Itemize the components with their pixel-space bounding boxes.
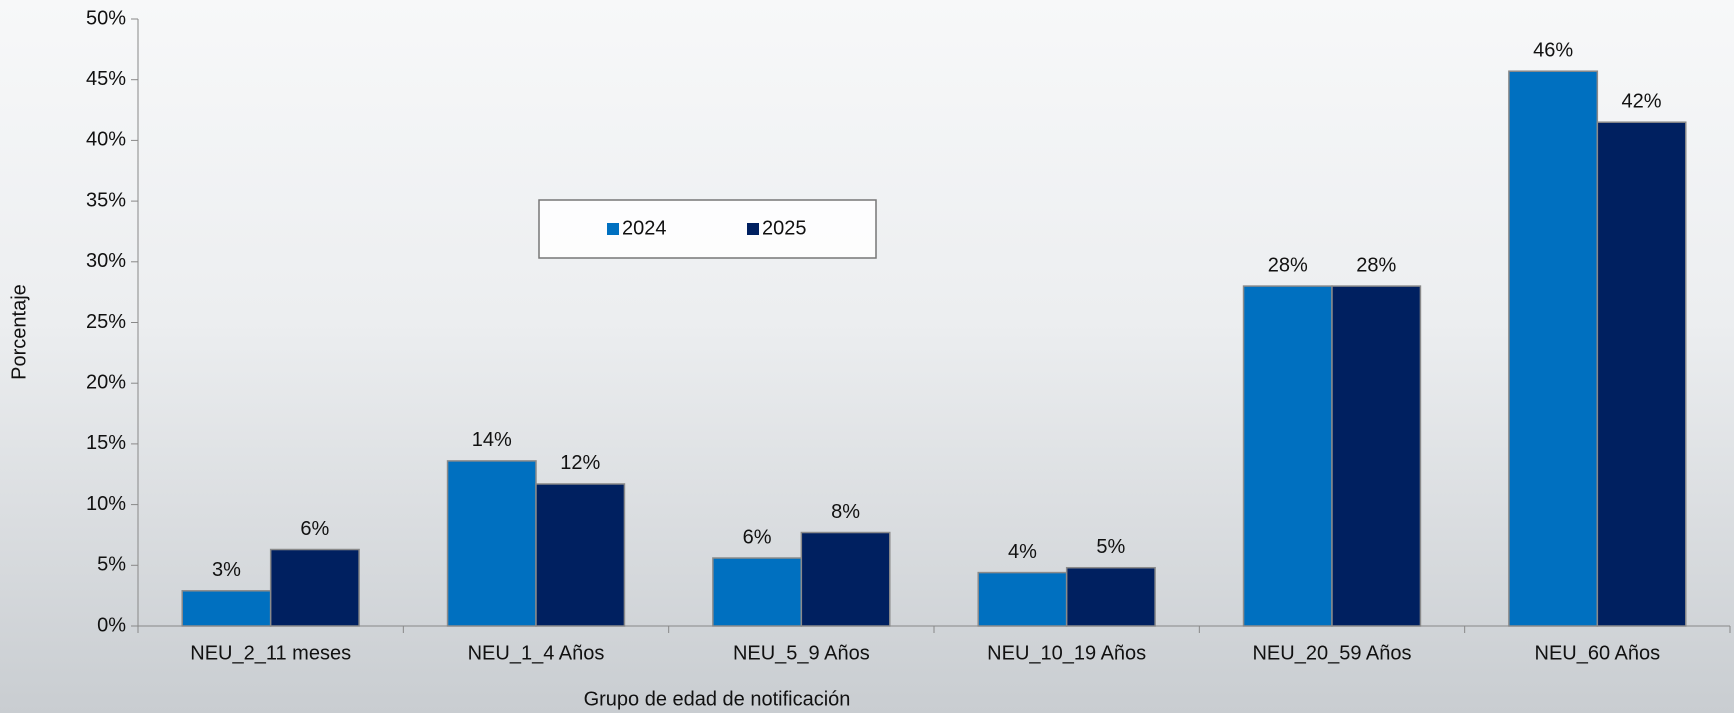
value-label: 6% bbox=[300, 518, 329, 540]
bar bbox=[1332, 286, 1420, 626]
y-tick-label: 45% bbox=[86, 68, 126, 90]
y-tick-label: 10% bbox=[86, 493, 126, 515]
value-label: 8% bbox=[831, 501, 860, 523]
value-label: 3% bbox=[212, 559, 241, 581]
x-tick-label: NEU_20_59 Años bbox=[1252, 642, 1411, 664]
x-tick-label: NEU_2_11 meses bbox=[190, 642, 351, 664]
value-label: 42% bbox=[1622, 90, 1662, 112]
legend-label: 2025 bbox=[762, 217, 807, 239]
bar bbox=[978, 573, 1066, 626]
value-label: 28% bbox=[1356, 254, 1396, 276]
chart: Grupo de edad de notificación Porcentaje… bbox=[0, 0, 1734, 713]
y-axis-title: Porcentaje bbox=[8, 284, 30, 380]
bar bbox=[448, 461, 536, 626]
legend-box bbox=[539, 200, 876, 258]
legend-label: 2024 bbox=[622, 217, 667, 239]
x-axis-title: Grupo de edad de notificación bbox=[584, 688, 851, 710]
bar bbox=[1597, 122, 1685, 626]
x-tick-label: NEU_10_19 Años bbox=[987, 642, 1146, 664]
y-tick-label: 30% bbox=[86, 250, 126, 272]
x-tick-label: NEU_60 Años bbox=[1535, 642, 1661, 664]
bar bbox=[271, 550, 359, 626]
bar bbox=[1509, 71, 1597, 626]
bar bbox=[713, 558, 801, 626]
y-tick-label: 35% bbox=[86, 189, 126, 211]
value-label: 46% bbox=[1533, 39, 1573, 61]
x-tick-label: NEU_5_9 Años bbox=[733, 642, 870, 664]
y-tick-label: 20% bbox=[86, 371, 126, 393]
value-label: 28% bbox=[1268, 254, 1308, 276]
value-label: 4% bbox=[1008, 541, 1037, 563]
legend-swatch bbox=[607, 223, 619, 235]
value-label: 12% bbox=[560, 452, 600, 474]
legend-swatch bbox=[747, 223, 759, 235]
bar bbox=[1244, 286, 1332, 626]
y-tick-label: 15% bbox=[86, 432, 126, 454]
y-tick-label: 5% bbox=[97, 554, 126, 576]
value-label: 5% bbox=[1096, 536, 1125, 558]
y-tick-label: 40% bbox=[86, 129, 126, 151]
bar bbox=[536, 484, 624, 626]
y-tick-label: 0% bbox=[97, 614, 126, 636]
y-tick-label: 50% bbox=[86, 7, 126, 29]
value-label: 14% bbox=[472, 429, 512, 451]
bar bbox=[801, 533, 889, 626]
page: Grupo de edad de notificación Porcentaje… bbox=[0, 0, 1734, 713]
y-tick-label: 25% bbox=[86, 311, 126, 333]
bar bbox=[1067, 568, 1155, 626]
value-label: 6% bbox=[743, 526, 772, 548]
x-tick-label: NEU_1_4 Años bbox=[468, 642, 605, 664]
bar bbox=[182, 591, 270, 626]
